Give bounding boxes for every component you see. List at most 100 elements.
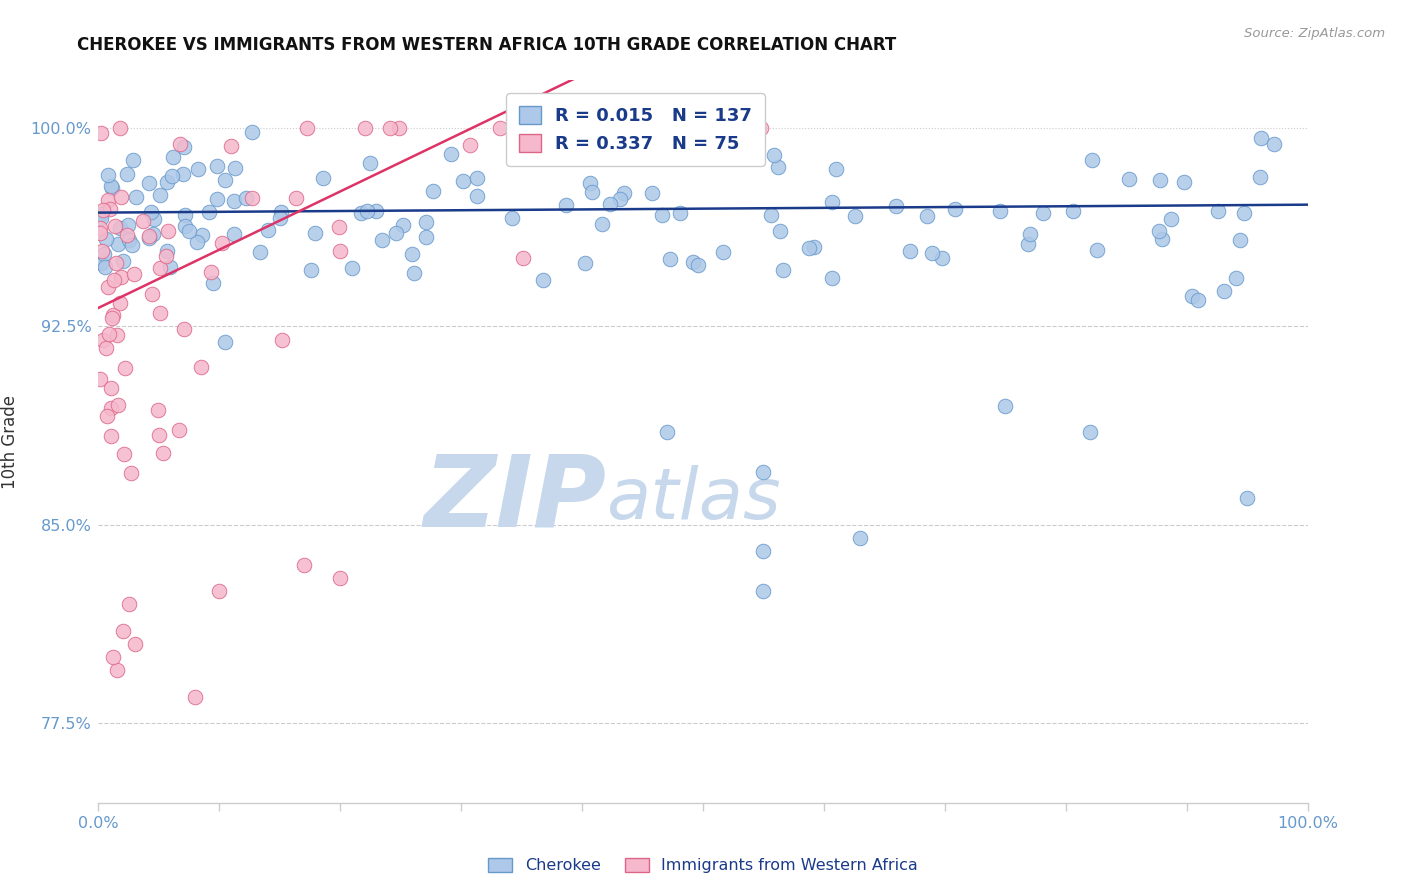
Point [402,266,425,280]
Point [142,227,165,242]
Point [157,224,180,238]
Point [90,206,112,220]
Point [186,235,208,250]
Point [503,120,526,135]
Point [172,167,194,181]
Point [143,211,166,226]
Point [222,227,245,241]
Point [148,427,170,442]
Point [581,186,603,200]
Point [1187,293,1209,307]
Point [139,205,162,219]
Point [931,251,953,265]
Legend: Cherokee, Immigrants from Western Africa: Cherokee, Immigrants from Western Africa [482,851,924,880]
Text: Source: ZipAtlas.com: Source: ZipAtlas.com [1244,27,1385,40]
Point [797,241,820,255]
Point [138,229,160,244]
Point [120,466,142,480]
Point [699,120,721,135]
Point [994,399,1017,413]
Point [304,226,326,240]
Point [401,247,423,261]
Point [240,125,263,139]
Point [849,531,872,545]
Point [609,192,631,206]
Point [211,236,233,251]
Point [385,226,408,240]
Point [156,244,179,259]
Point [350,206,373,220]
Point [184,690,207,704]
Point [173,140,195,154]
Point [465,171,488,186]
Point [89,221,111,235]
Point [107,237,129,252]
Point [174,208,197,222]
Point [108,220,131,235]
Point [111,624,134,638]
Point [121,237,143,252]
Point [173,322,195,336]
Point [990,204,1012,219]
Point [97,279,120,293]
Point [141,287,163,301]
Point [124,268,146,282]
Point [1212,284,1234,298]
Point [329,244,352,259]
Point [190,359,212,374]
Point [224,161,246,175]
Point [249,244,271,259]
Point [1078,425,1101,440]
Point [415,230,437,244]
Point [501,211,523,225]
Point [1118,172,1140,186]
Point [270,333,292,347]
Point [100,178,122,193]
Point [235,192,257,206]
Point [100,429,122,443]
Point [107,398,129,412]
Point [90,126,112,140]
Point [110,189,132,203]
Point [354,120,377,135]
Point [214,172,236,186]
Text: CHEROKEE VS IMMIGRANTS FROM WESTERN AFRICA 10TH GRADE CORRELATION CHART: CHEROKEE VS IMMIGRANTS FROM WESTERN AFRI… [77,36,897,54]
Point [1249,170,1271,185]
Point [117,167,139,181]
Point [489,120,512,135]
Point [91,203,114,218]
Point [98,202,121,217]
Point [1173,175,1195,189]
Point [117,233,139,247]
Point [711,120,734,135]
Point [943,202,966,217]
Point [299,263,322,277]
Point [465,189,488,203]
Point [101,180,124,194]
Point [219,138,242,153]
Point [104,256,127,270]
Point [613,186,636,200]
Point [659,252,682,267]
Point [685,129,707,144]
Point [94,232,117,246]
Point [651,208,673,222]
Point [821,195,844,210]
Point [388,120,411,135]
Point [359,155,381,169]
Point [844,209,866,223]
Point [146,403,169,417]
Point [162,169,184,183]
Point [821,270,844,285]
Point [200,264,222,278]
Point [682,255,704,269]
Point [138,177,160,191]
Point [422,184,444,198]
Point [312,170,335,185]
Point [1080,153,1102,167]
Point [1062,203,1084,218]
Point [98,327,121,342]
Point [149,260,172,275]
Point [356,203,378,218]
Text: atlas: atlas [606,465,780,533]
